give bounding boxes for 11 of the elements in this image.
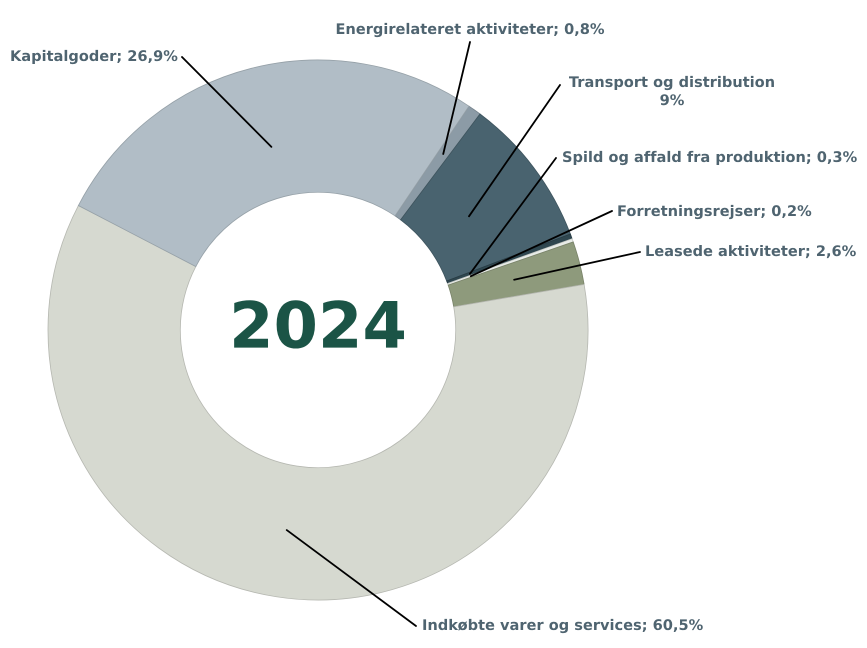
- slice-label: Spild og affald fra produktion; 0,3%: [563, 150, 857, 166]
- slice-label: Transport og distribution: [569, 76, 774, 90]
- donut-slice: [448, 242, 585, 308]
- slice-label: Kapitalgoder; 26,9%: [11, 50, 178, 64]
- donut-slice: [48, 205, 588, 600]
- data-label: 9%: [660, 94, 684, 106]
- text: 2024: [234, 300, 404, 349]
- slice-label: Leasede aktiviteter; 2,6%: [646, 244, 856, 258]
- slice-label: Energirelateret aktiviteter; 0,8%: [336, 22, 604, 38]
- slice-label: Forretningsrejser; 0,2%: [618, 204, 812, 220]
- slice-label: Indkøbte varer og services; 60,5%: [423, 618, 703, 634]
